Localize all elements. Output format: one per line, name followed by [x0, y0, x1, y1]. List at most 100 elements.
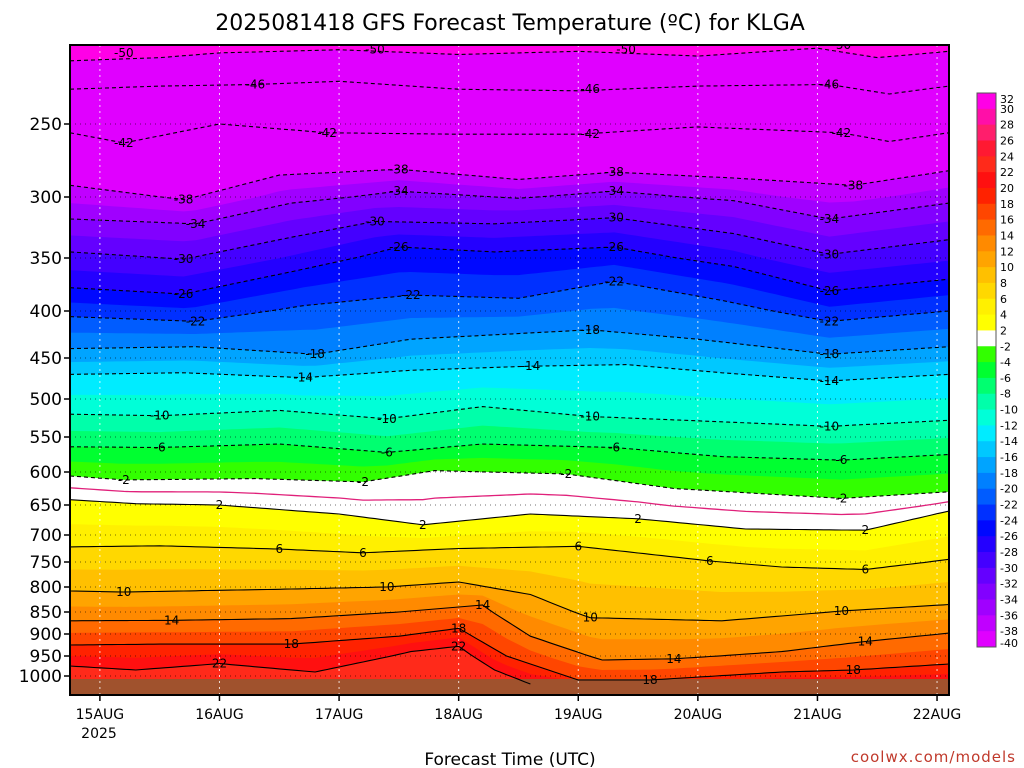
isotherm-line [70, 168, 949, 200]
contour-label: 10 [379, 580, 394, 594]
x-axis-ticks: 15AUG 16AUG 17AUG 18AUG 19AUG 20AUG 21AUG 22AUG [76, 695, 961, 723]
colorbar-swatch [977, 441, 996, 458]
credit-link[interactable]: coolwx.com/models [851, 748, 1016, 766]
contour-label: -34 [820, 212, 840, 226]
y-tick-label: 300 [30, 188, 62, 208]
colorbar-tick-label: -40 [1000, 637, 1018, 650]
contour-label: -34 [389, 184, 409, 198]
colorbar-swatch [977, 393, 996, 411]
colorbar-swatch [977, 156, 996, 173]
colorbar-tick-label: -28 [1000, 546, 1018, 559]
y-tick-label: 650 [30, 496, 62, 516]
contour-label: 22 [451, 639, 466, 653]
contour-label: -38 [174, 192, 194, 206]
colorbar-swatch [977, 567, 996, 585]
contour-label: -46 [820, 78, 840, 92]
colorbar-swatch [977, 298, 996, 316]
colorbar-swatch [977, 488, 996, 506]
contour-label: -6 [608, 441, 620, 455]
contour-label: -26 [604, 240, 624, 254]
contour-label: -42 [580, 127, 600, 141]
contour-label: 14 [475, 598, 490, 612]
isotherm-line [70, 280, 949, 322]
y-tick-label: 750 [30, 553, 62, 573]
colorbar-swatch [977, 425, 996, 442]
contour-label: 18 [642, 673, 657, 687]
contour-label: -6 [154, 441, 166, 455]
contour-label: -38 [844, 178, 864, 192]
contour-label: -26 [174, 287, 194, 301]
colorbar-tick-label: -22 [1000, 499, 1018, 512]
colorbar-swatch [977, 172, 996, 189]
contour-label: 6 [574, 539, 582, 553]
colorbar-swatch [977, 124, 996, 141]
contour-label: -10 [377, 412, 397, 426]
colorbar-tick-label: -4 [1000, 356, 1011, 369]
contour-label: -22 [186, 314, 206, 328]
surface-layer [70, 679, 949, 695]
y-tick-label: 400 [30, 302, 62, 322]
contour-label: -2 [357, 475, 369, 489]
contour-label: -14 [521, 359, 541, 373]
colorbar-swatch [977, 330, 996, 347]
y-tick-label: 850 [30, 603, 62, 623]
colorbar-tick-label: -32 [1000, 578, 1018, 591]
contour-label: -30 [604, 211, 624, 225]
isotherm-line [70, 190, 949, 225]
colorbar-swatch [977, 203, 996, 221]
colorbar-tick-label: 10 [1000, 261, 1014, 274]
colorbar-swatch [977, 583, 996, 601]
colorbar-swatch [977, 346, 996, 363]
colorbar-swatch [977, 108, 996, 126]
contour-label: -6 [381, 445, 393, 459]
contour-label: 22 [212, 657, 227, 671]
chart-title: 2025081418 GFS Forecast Temperature (ºC)… [215, 11, 805, 36]
contour-label: -34 [186, 217, 206, 231]
colorbar-tick-label: -30 [1000, 562, 1018, 575]
x-tick-label: 20AUG [674, 707, 723, 723]
x-tick-label: 17AUG [315, 707, 364, 723]
isotherm-line [70, 545, 949, 571]
colorbar-tick-label: -20 [1000, 483, 1018, 496]
contour-label: -10 [580, 409, 600, 423]
isotherm-line [70, 499, 949, 531]
colorbar-tick-label: -2 [1000, 340, 1011, 353]
y-tick-label: 700 [30, 526, 62, 546]
contour-label: -2 [835, 491, 847, 505]
isotherm-line [70, 246, 949, 295]
contour-label: 2 [634, 512, 642, 526]
contour-label: -50 [114, 46, 134, 60]
contour-label: 18 [284, 637, 299, 651]
contour-label: -50 [616, 43, 636, 57]
contour-label: -10 [820, 419, 840, 433]
contour-label: -22 [604, 274, 624, 288]
colorbar-swatch [977, 631, 996, 648]
contour-label: -18 [305, 347, 325, 361]
contour-label: -30 [365, 214, 385, 228]
contour-label: -46 [246, 78, 266, 92]
colorbar-swatch [977, 187, 996, 205]
y-tick-label: 1000 [19, 667, 62, 687]
contour-label: -18 [580, 323, 600, 337]
y-axis-ticks: 2503003504004505005506006507007508008509… [19, 115, 70, 687]
isotherm-line [70, 329, 949, 355]
contour-label: 10 [834, 604, 849, 618]
contour-label: 10 [583, 611, 598, 625]
colorbar-tick-label: 20 [1000, 182, 1014, 195]
contour-label: -26 [820, 284, 840, 298]
colorbar-frame [976, 92, 997, 648]
contour-labels: -50 -50 -50 -50 -46 -46 -46 -42 -42 -42 -42 -38 -38 -… [114, 43, 873, 687]
contour-label: -14 [293, 371, 313, 385]
colorbar-tick-label: 4 [1000, 309, 1007, 322]
colorbar-swatch [977, 282, 996, 300]
x-tick-label: 15AUG [76, 707, 125, 723]
contour-label: 2 [861, 523, 869, 537]
colorbar-tick-label: 2 [1000, 324, 1007, 337]
colorbar-tick-label: -38 [1000, 625, 1018, 638]
contour-label: 6 [861, 563, 869, 577]
contour-label: -22 [401, 288, 421, 302]
contour-label: 6 [359, 546, 367, 560]
contour-label: 14 [858, 634, 873, 648]
contour-label: -18 [820, 347, 840, 361]
colorbar-swatch [977, 267, 996, 284]
